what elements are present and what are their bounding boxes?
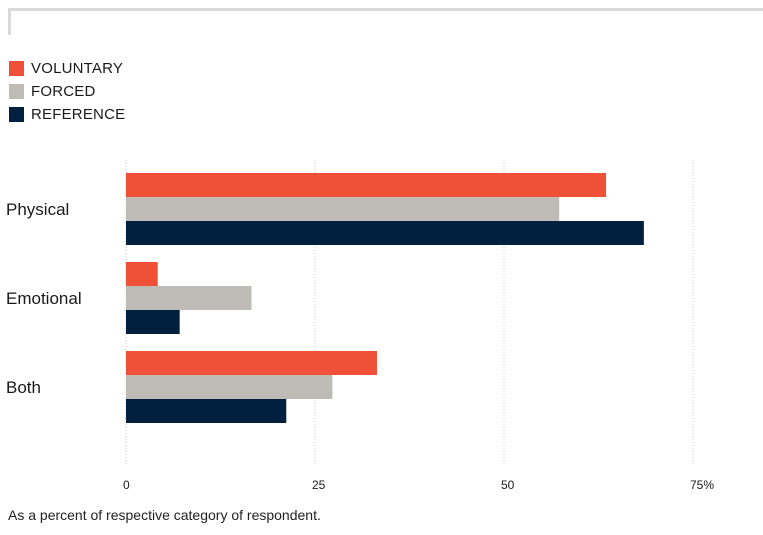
bar-chart: Physical Emotional Both 0 25 50 75% — [6, 160, 714, 492]
legend-item-reference: REFERENCE — [9, 103, 125, 126]
category-label-both: Both — [6, 378, 41, 397]
legend-swatch-reference — [9, 107, 24, 122]
legend: VOLUNTARY FORCED REFERENCE — [9, 57, 125, 126]
bar-emotional-forced — [126, 286, 252, 310]
tick-label-50: 50 — [501, 478, 515, 492]
bar-both-voluntary — [126, 351, 377, 375]
legend-label-forced: FORCED — [31, 83, 96, 100]
bar-emotional-reference — [126, 310, 180, 334]
legend-label-reference: REFERENCE — [31, 106, 126, 123]
top-corner-tick — [8, 8, 11, 35]
category-label-emotional: Emotional — [6, 289, 82, 308]
legend-label-voluntary: VOLUNTARY — [31, 60, 124, 77]
tick-label-0: 0 — [123, 478, 130, 492]
bar-both-reference — [126, 399, 287, 423]
legend-item-voluntary: VOLUNTARY — [9, 57, 125, 80]
tick-label-75: 75% — [690, 478, 714, 492]
legend-item-forced: FORCED — [9, 80, 125, 103]
bar-physical-reference — [126, 221, 644, 245]
bar-emotional-voluntary — [126, 262, 158, 286]
footnote: As a percent of respective category of r… — [8, 507, 321, 523]
top-rule — [8, 8, 763, 11]
tick-label-25: 25 — [312, 478, 326, 492]
legend-swatch-voluntary — [9, 61, 24, 76]
category-label-physical: Physical — [6, 200, 69, 219]
legend-swatch-forced — [9, 84, 24, 99]
bar-physical-forced — [126, 197, 560, 221]
bar-both-forced — [126, 375, 333, 399]
bar-physical-voluntary — [126, 173, 607, 197]
